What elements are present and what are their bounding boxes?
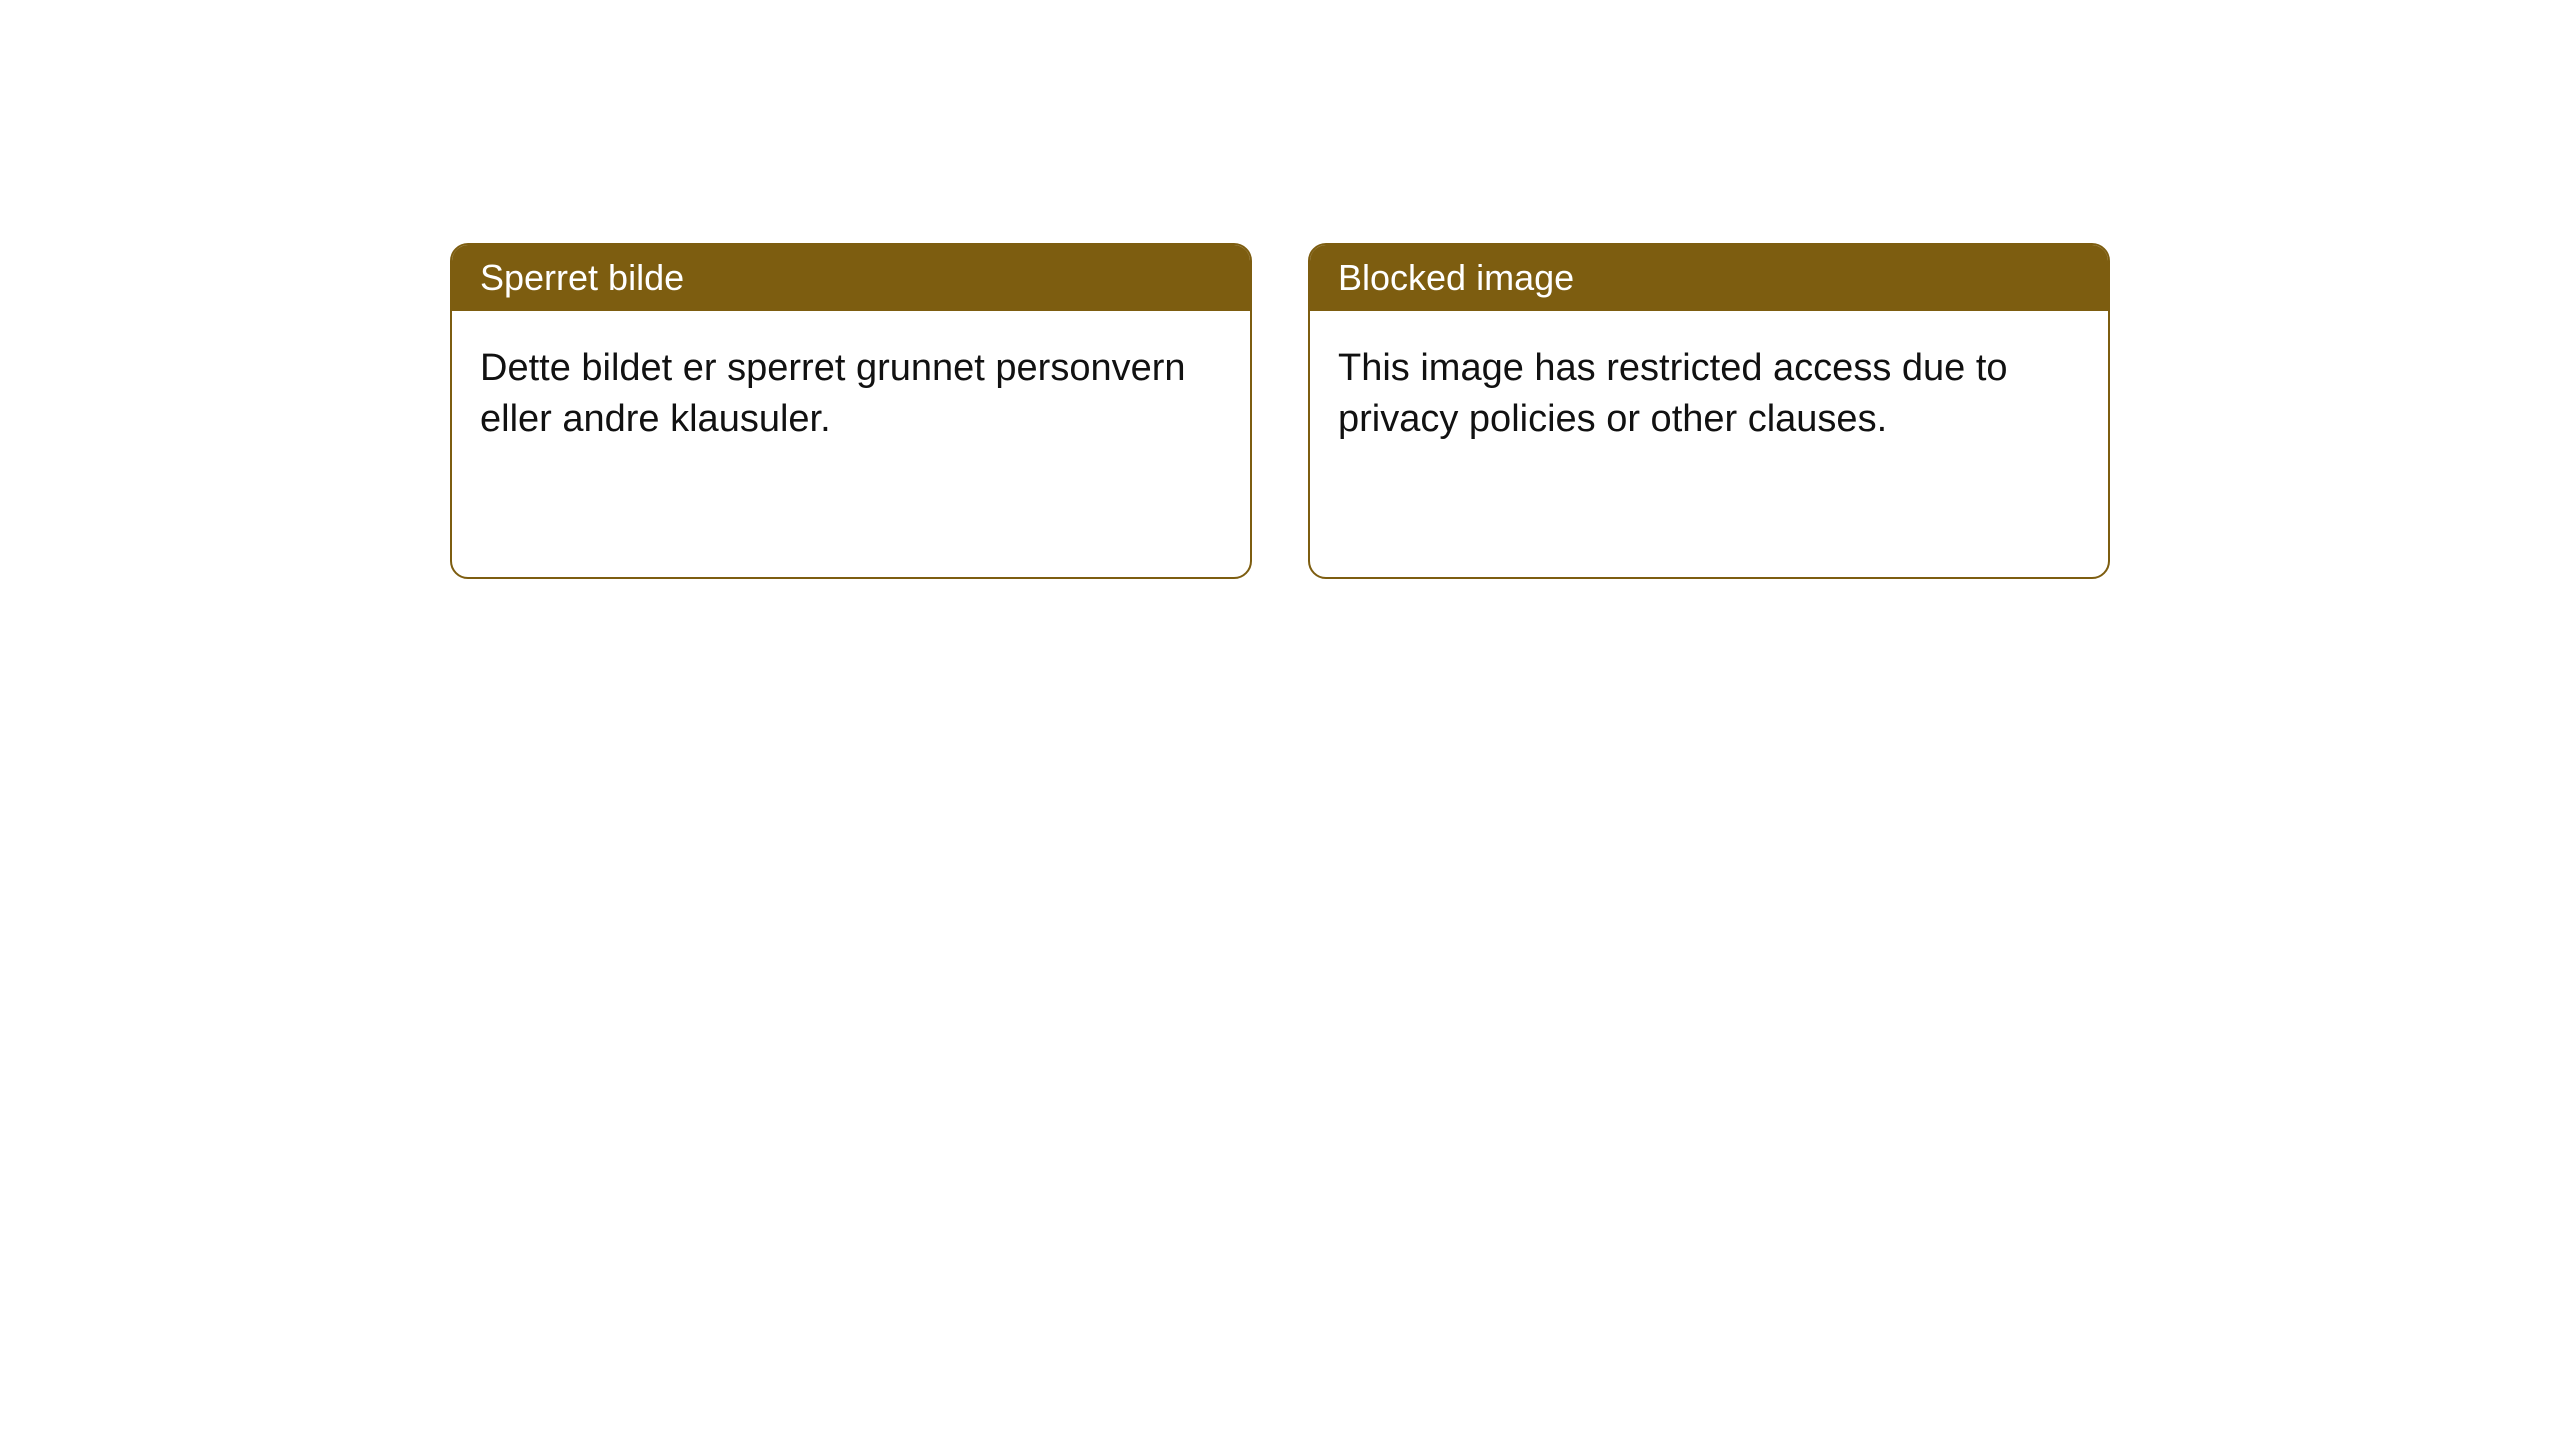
card-title: Blocked image xyxy=(1338,257,1574,298)
card-body-text: This image has restricted access due to … xyxy=(1338,347,2008,440)
notice-container: Sperret bilde Dette bildet er sperret gr… xyxy=(0,0,2560,579)
card-body: This image has restricted access due to … xyxy=(1310,311,2108,478)
card-body-text: Dette bildet er sperret grunnet personve… xyxy=(480,347,1186,440)
card-body: Dette bildet er sperret grunnet personve… xyxy=(452,311,1250,478)
card-header: Sperret bilde xyxy=(452,245,1250,311)
card-header: Blocked image xyxy=(1310,245,2108,311)
notice-card-en: Blocked image This image has restricted … xyxy=(1308,243,2110,579)
card-title: Sperret bilde xyxy=(480,257,684,298)
notice-card-no: Sperret bilde Dette bildet er sperret gr… xyxy=(450,243,1252,579)
